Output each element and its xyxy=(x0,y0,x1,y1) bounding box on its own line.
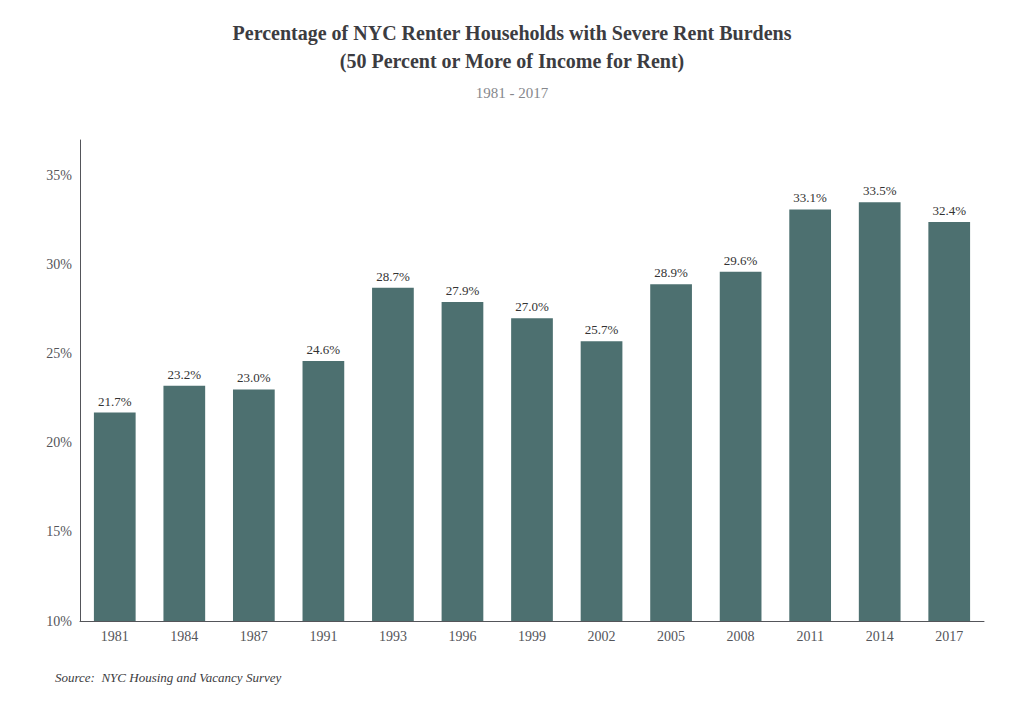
svg-text:24.6%: 24.6% xyxy=(307,342,341,357)
svg-text:1984: 1984 xyxy=(170,629,198,644)
svg-text:29.6%: 29.6% xyxy=(724,253,758,268)
svg-text:23.0%: 23.0% xyxy=(237,370,271,385)
svg-text:23.2%: 23.2% xyxy=(168,367,202,382)
svg-text:25%: 25% xyxy=(46,346,72,361)
svg-text:27.9%: 27.9% xyxy=(446,283,480,298)
svg-text:1981 - 2017: 1981 - 2017 xyxy=(476,85,549,101)
svg-text:1993: 1993 xyxy=(379,629,407,644)
svg-text:30%: 30% xyxy=(46,257,72,272)
svg-text:28.7%: 28.7% xyxy=(376,269,410,284)
svg-text:1987: 1987 xyxy=(240,629,268,644)
svg-text:1991: 1991 xyxy=(309,629,337,644)
svg-text:2014: 2014 xyxy=(866,629,894,644)
svg-text:2005: 2005 xyxy=(657,629,685,644)
svg-text:20%: 20% xyxy=(46,435,72,450)
svg-text:32.4%: 32.4% xyxy=(932,203,966,218)
svg-text:27.0%: 27.0% xyxy=(515,299,549,314)
svg-text:1999: 1999 xyxy=(518,629,546,644)
svg-text:1981: 1981 xyxy=(101,629,129,644)
svg-text:33.5%: 33.5% xyxy=(863,183,897,198)
svg-text:33.1%: 33.1% xyxy=(793,190,827,205)
svg-text:1996: 1996 xyxy=(448,629,476,644)
svg-text:15%: 15% xyxy=(46,524,72,539)
svg-text:28.9%: 28.9% xyxy=(654,265,688,280)
svg-text:25.7%: 25.7% xyxy=(585,322,619,337)
svg-text:Percentage of NYC Renter House: Percentage of NYC Renter Households with… xyxy=(233,22,792,45)
svg-text:21.7%: 21.7% xyxy=(98,394,132,409)
svg-text:10%: 10% xyxy=(46,614,72,629)
svg-text:2002: 2002 xyxy=(588,629,616,644)
svg-text:2008: 2008 xyxy=(727,629,755,644)
svg-text:2017: 2017 xyxy=(935,629,963,644)
svg-text:2011: 2011 xyxy=(796,629,823,644)
svg-text:(50 Percent or More of Income: (50 Percent or More of Income for Rent) xyxy=(340,50,685,73)
svg-text:Source: NYC Housing and Vacan: Source: NYC Housing and Vacancy Survey xyxy=(55,670,281,685)
svg-text:35%: 35% xyxy=(46,168,72,183)
